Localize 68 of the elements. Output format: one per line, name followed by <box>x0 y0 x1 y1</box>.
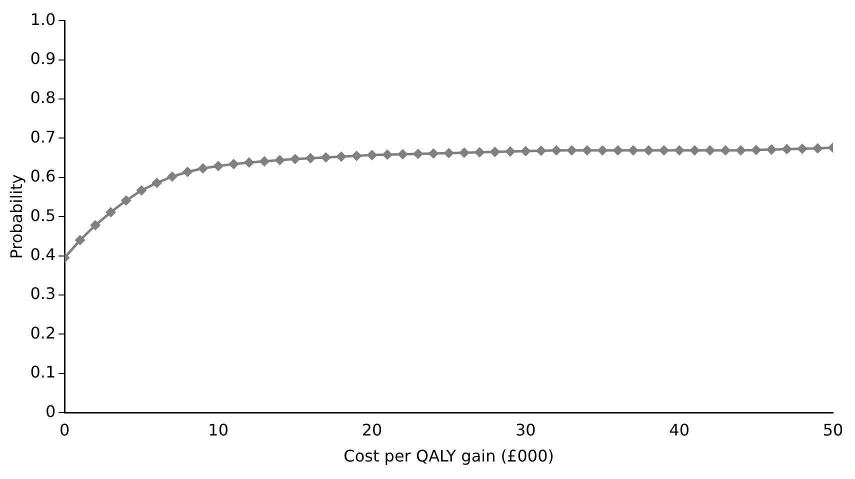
x-axis-title: Cost per QALY gain (£000) <box>344 446 554 466</box>
point <box>444 148 454 158</box>
point <box>290 154 300 164</box>
y-tick-label: 0.1 <box>30 362 56 382</box>
x-tick-label: 50 <box>822 420 844 440</box>
point <box>275 155 285 165</box>
point <box>167 172 177 182</box>
y-tick-label: 0.7 <box>30 127 56 146</box>
point <box>306 153 316 163</box>
point <box>152 178 162 188</box>
point <box>336 152 346 162</box>
x-tick-label: 40 <box>669 420 690 440</box>
point <box>520 146 530 156</box>
point <box>659 146 669 156</box>
y-tick-label: 0 <box>45 402 56 421</box>
point <box>506 146 516 156</box>
point <box>720 146 730 156</box>
point <box>106 208 116 218</box>
point <box>812 144 822 154</box>
y-axis-title: Probability <box>6 174 26 259</box>
point <box>613 146 623 156</box>
point <box>228 159 238 169</box>
y-tick-label: 0.9 <box>30 48 56 68</box>
point <box>75 235 85 245</box>
point <box>536 146 546 156</box>
point <box>474 148 484 158</box>
point <box>705 146 715 156</box>
y-tick-label: 0.2 <box>30 323 56 342</box>
point <box>459 148 469 158</box>
point <box>628 146 638 156</box>
point <box>690 146 700 156</box>
point <box>198 164 208 174</box>
point <box>490 147 500 157</box>
point <box>736 146 746 156</box>
point <box>552 146 562 156</box>
point <box>644 146 654 156</box>
y-tick-label: 0.8 <box>30 88 56 108</box>
point <box>398 150 408 160</box>
point <box>766 144 776 154</box>
point <box>90 220 100 230</box>
point <box>413 149 423 159</box>
point <box>782 144 792 154</box>
y-tick-label: 0.4 <box>30 244 56 264</box>
point <box>321 152 331 162</box>
x-tick-label: 20 <box>362 420 382 440</box>
point <box>567 146 577 156</box>
point <box>674 146 684 156</box>
point <box>244 158 254 168</box>
point <box>214 161 224 171</box>
point <box>382 150 392 160</box>
point <box>121 196 131 206</box>
point <box>182 167 192 177</box>
x-tick-label: 10 <box>208 420 228 440</box>
point <box>751 145 761 155</box>
y-tick-label: 0.6 <box>30 166 56 186</box>
point <box>582 146 592 156</box>
point <box>260 156 270 166</box>
x-tick-label: 0 <box>60 420 70 440</box>
point <box>598 146 608 156</box>
y-tick-label: 1.0 <box>30 10 56 29</box>
point <box>367 150 377 160</box>
point <box>352 151 362 161</box>
point <box>136 186 146 196</box>
y-tick-label: 0.5 <box>30 206 56 225</box>
y-tick-label: 0.3 <box>30 284 56 304</box>
point <box>428 148 438 158</box>
x-tick-label: 30 <box>515 420 536 440</box>
point <box>798 144 808 154</box>
